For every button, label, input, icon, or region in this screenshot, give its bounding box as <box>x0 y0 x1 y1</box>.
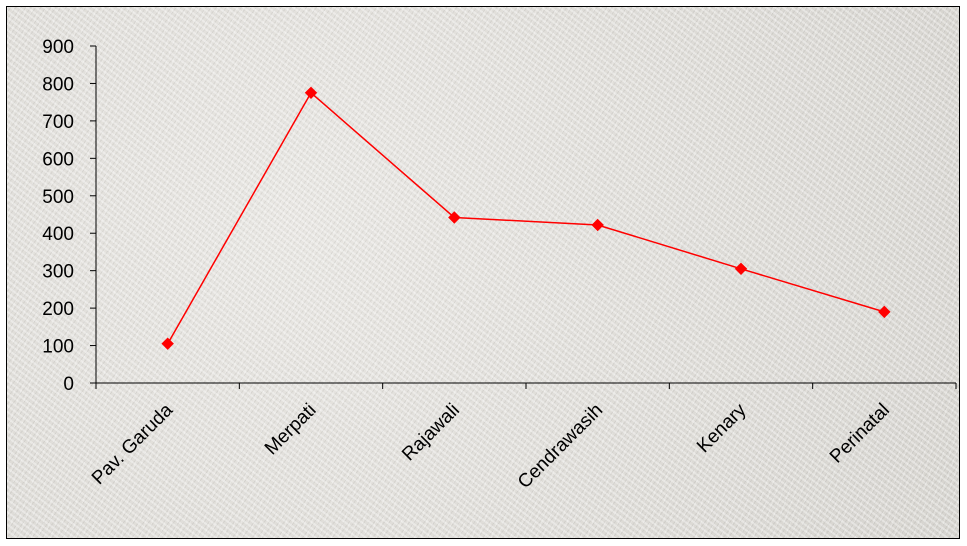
x-category-label: Cendrawasih <box>514 400 607 493</box>
y-tick-label: 200 <box>42 299 74 320</box>
series-line <box>167 91 885 345</box>
data-point-marker <box>304 86 318 100</box>
y-axis-ticks: 0 100 200 300 400 500 600 700 800 900 <box>42 37 96 395</box>
y-tick-label: 800 <box>42 74 74 95</box>
series-layer <box>161 86 891 350</box>
y-tick-label: 100 <box>42 337 74 358</box>
y-tick-label: 600 <box>42 149 74 170</box>
x-category-label: Pav. Garuda <box>88 399 178 489</box>
y-tick-label: 400 <box>42 224 74 245</box>
data-point-marker <box>591 218 604 232</box>
y-tick-label: 700 <box>42 112 74 133</box>
x-category-label: Merpati <box>261 400 321 460</box>
data-point-marker <box>734 262 748 276</box>
x-category-label: Kenary <box>693 399 751 457</box>
data-point-marker <box>878 305 891 319</box>
x-category-label: Perinatal <box>826 400 894 468</box>
chart-frame <box>6 6 960 539</box>
y-tick-label: 500 <box>42 187 74 208</box>
x-category-label: Rajawali <box>398 400 464 466</box>
data-point-marker <box>161 337 174 350</box>
y-tick-label: 300 <box>42 262 74 283</box>
y-tick-label: 0 <box>63 374 74 395</box>
x-axis-ticks: Pav. Garuda Merpati Rajawali Cendrawasih Ken… <box>88 383 957 493</box>
axes <box>95 46 956 384</box>
data-point-marker <box>448 211 461 224</box>
y-tick-label: 900 <box>42 37 74 58</box>
